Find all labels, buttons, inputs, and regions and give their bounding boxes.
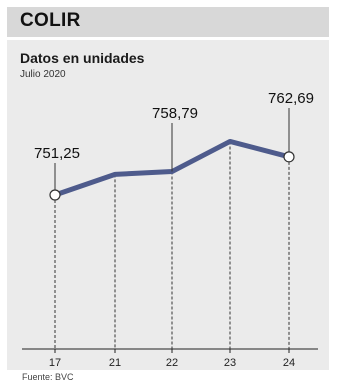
date-note: Julio 2020 xyxy=(20,69,66,80)
x-tick-label-22: 22 xyxy=(166,357,178,369)
value-label-17: 751,25 xyxy=(34,145,80,162)
x-tick-label-23: 23 xyxy=(224,357,236,369)
value-label-22: 758,79 xyxy=(152,105,198,122)
x-tick-label-21: 21 xyxy=(109,357,121,369)
chart-subtitle: Datos en unidades xyxy=(20,50,145,66)
chart-panel: Datos en unidades Julio 2020 xyxy=(7,40,329,370)
header-bar: COLIR xyxy=(7,7,329,37)
marker-17 xyxy=(49,189,61,201)
value-label-24: 762,69 xyxy=(268,90,314,107)
x-tick-label-24: 24 xyxy=(283,357,295,369)
chart-title: COLIR xyxy=(20,10,81,31)
source-note: Fuente: BVC xyxy=(22,372,74,382)
data-point-21 xyxy=(113,172,117,176)
data-point-23 xyxy=(228,139,232,143)
marker-24 xyxy=(283,151,295,163)
x-tick-label-17: 17 xyxy=(49,357,61,369)
